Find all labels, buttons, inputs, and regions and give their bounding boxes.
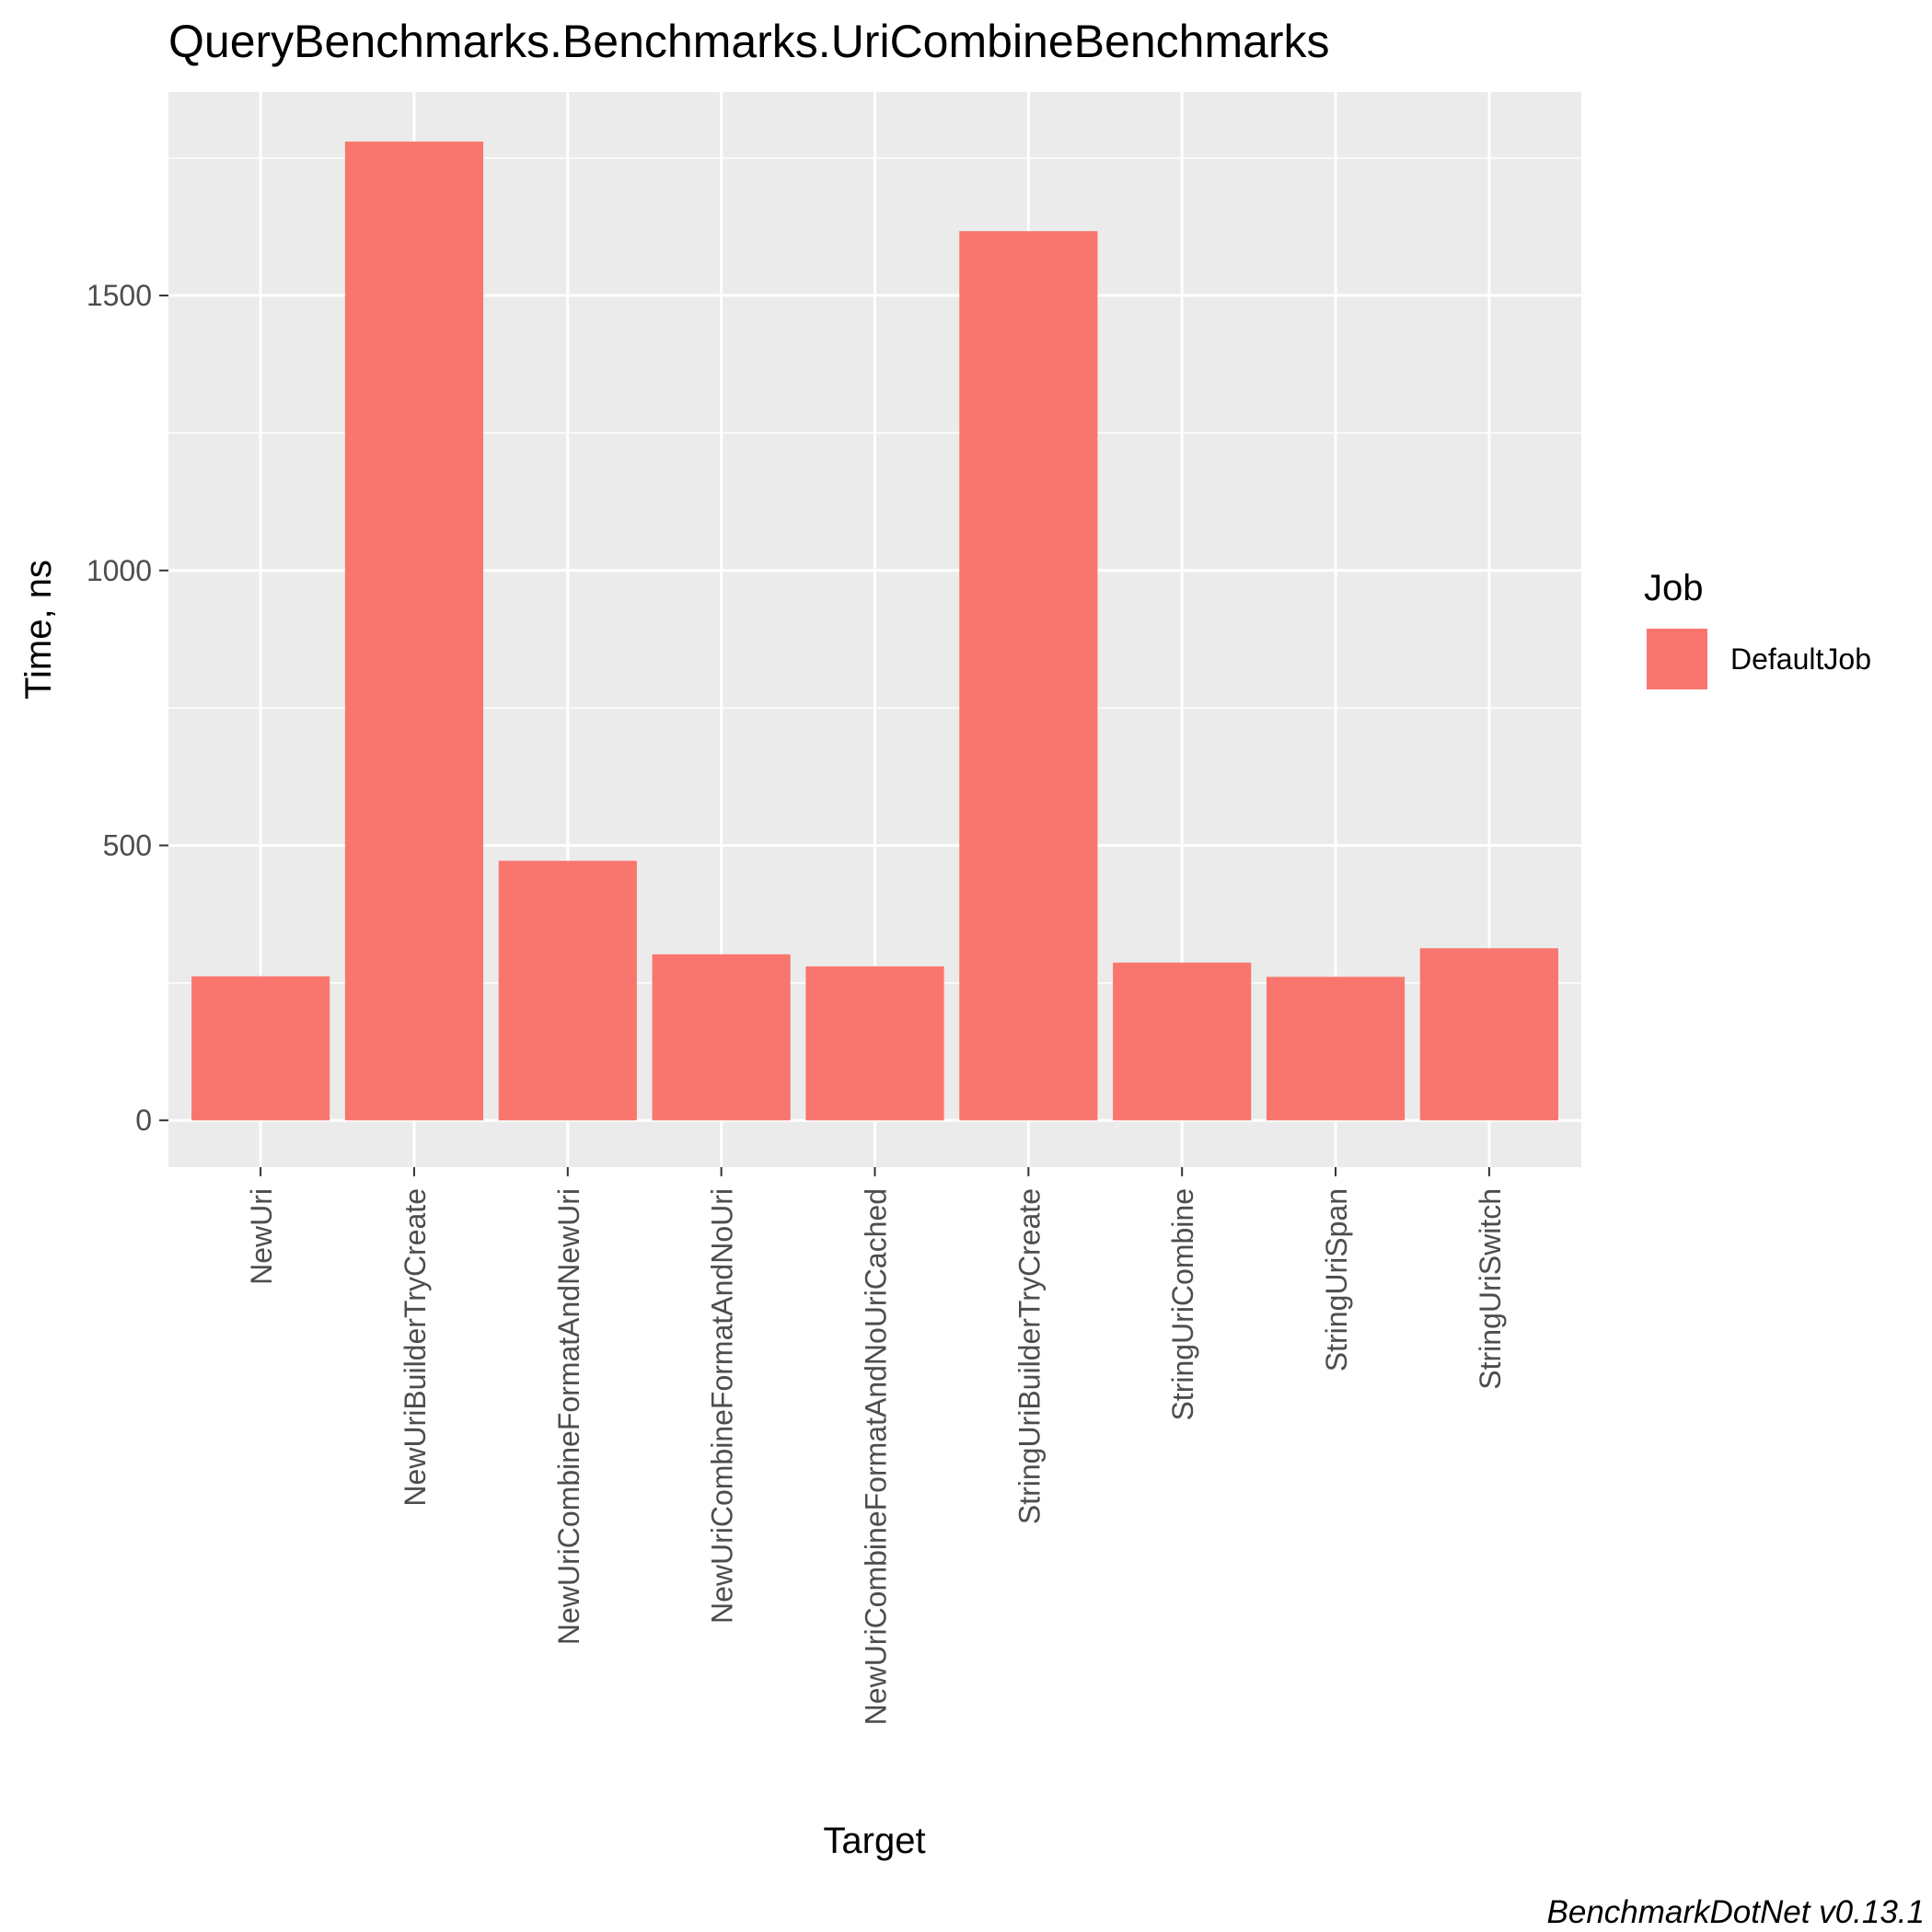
x-axis-ticks: NewUri NewUriBuilderTryCreate NewUriCombin…: [245, 1167, 1507, 1725]
x-tick-label: NewUriCombineFormatAndNoUriCached: [860, 1188, 893, 1725]
y-axis-title: Time, ns: [18, 560, 59, 700]
legend-title: Job: [1644, 568, 1704, 608]
x-tick-label: StringUriBuilderTryCreate: [1012, 1188, 1046, 1524]
y-tick-label: 500: [103, 828, 152, 862]
x-tick-label: NewUriCombineFormatAndNoUri: [706, 1188, 739, 1624]
bar: [191, 976, 330, 1121]
chart-title: QueryBenchmarks.Benchmarks.UriCombineBen…: [168, 16, 1330, 67]
bar: [498, 861, 637, 1121]
x-tick-label: StringUriSwitch: [1474, 1188, 1507, 1390]
x-tick-label: NewUriCombineFormatAndNewUri: [552, 1188, 585, 1645]
y-tick-label: 1500: [87, 279, 152, 312]
legend-key-defaultjob: [1647, 629, 1707, 689]
x-tick-label: StringUriSpan: [1320, 1188, 1353, 1371]
x-tick-label: NewUri: [245, 1188, 278, 1285]
bar: [344, 141, 484, 1121]
bar: [805, 966, 944, 1121]
x-axis-title: Target: [823, 1821, 925, 1861]
bar: [1419, 948, 1558, 1121]
bar: [652, 954, 791, 1121]
y-tick-label: 1000: [87, 554, 152, 587]
y-axis-ticks: 0 500 1000 1500: [87, 279, 168, 1137]
x-tick-label: StringUriCombine: [1166, 1188, 1199, 1421]
bar: [959, 231, 1098, 1121]
caption: BenchmarkDotNet v0.13.1: [1547, 1894, 1925, 1930]
bar: [1113, 962, 1252, 1121]
x-tick-label: NewUriBuilderTryCreate: [399, 1188, 432, 1507]
bars: [191, 141, 1558, 1121]
legend: Job DefaultJob: [1644, 568, 1871, 689]
bar: [1266, 977, 1406, 1121]
y-tick-label: 0: [135, 1104, 152, 1137]
legend-label-defaultjob: DefaultJob: [1730, 642, 1871, 676]
